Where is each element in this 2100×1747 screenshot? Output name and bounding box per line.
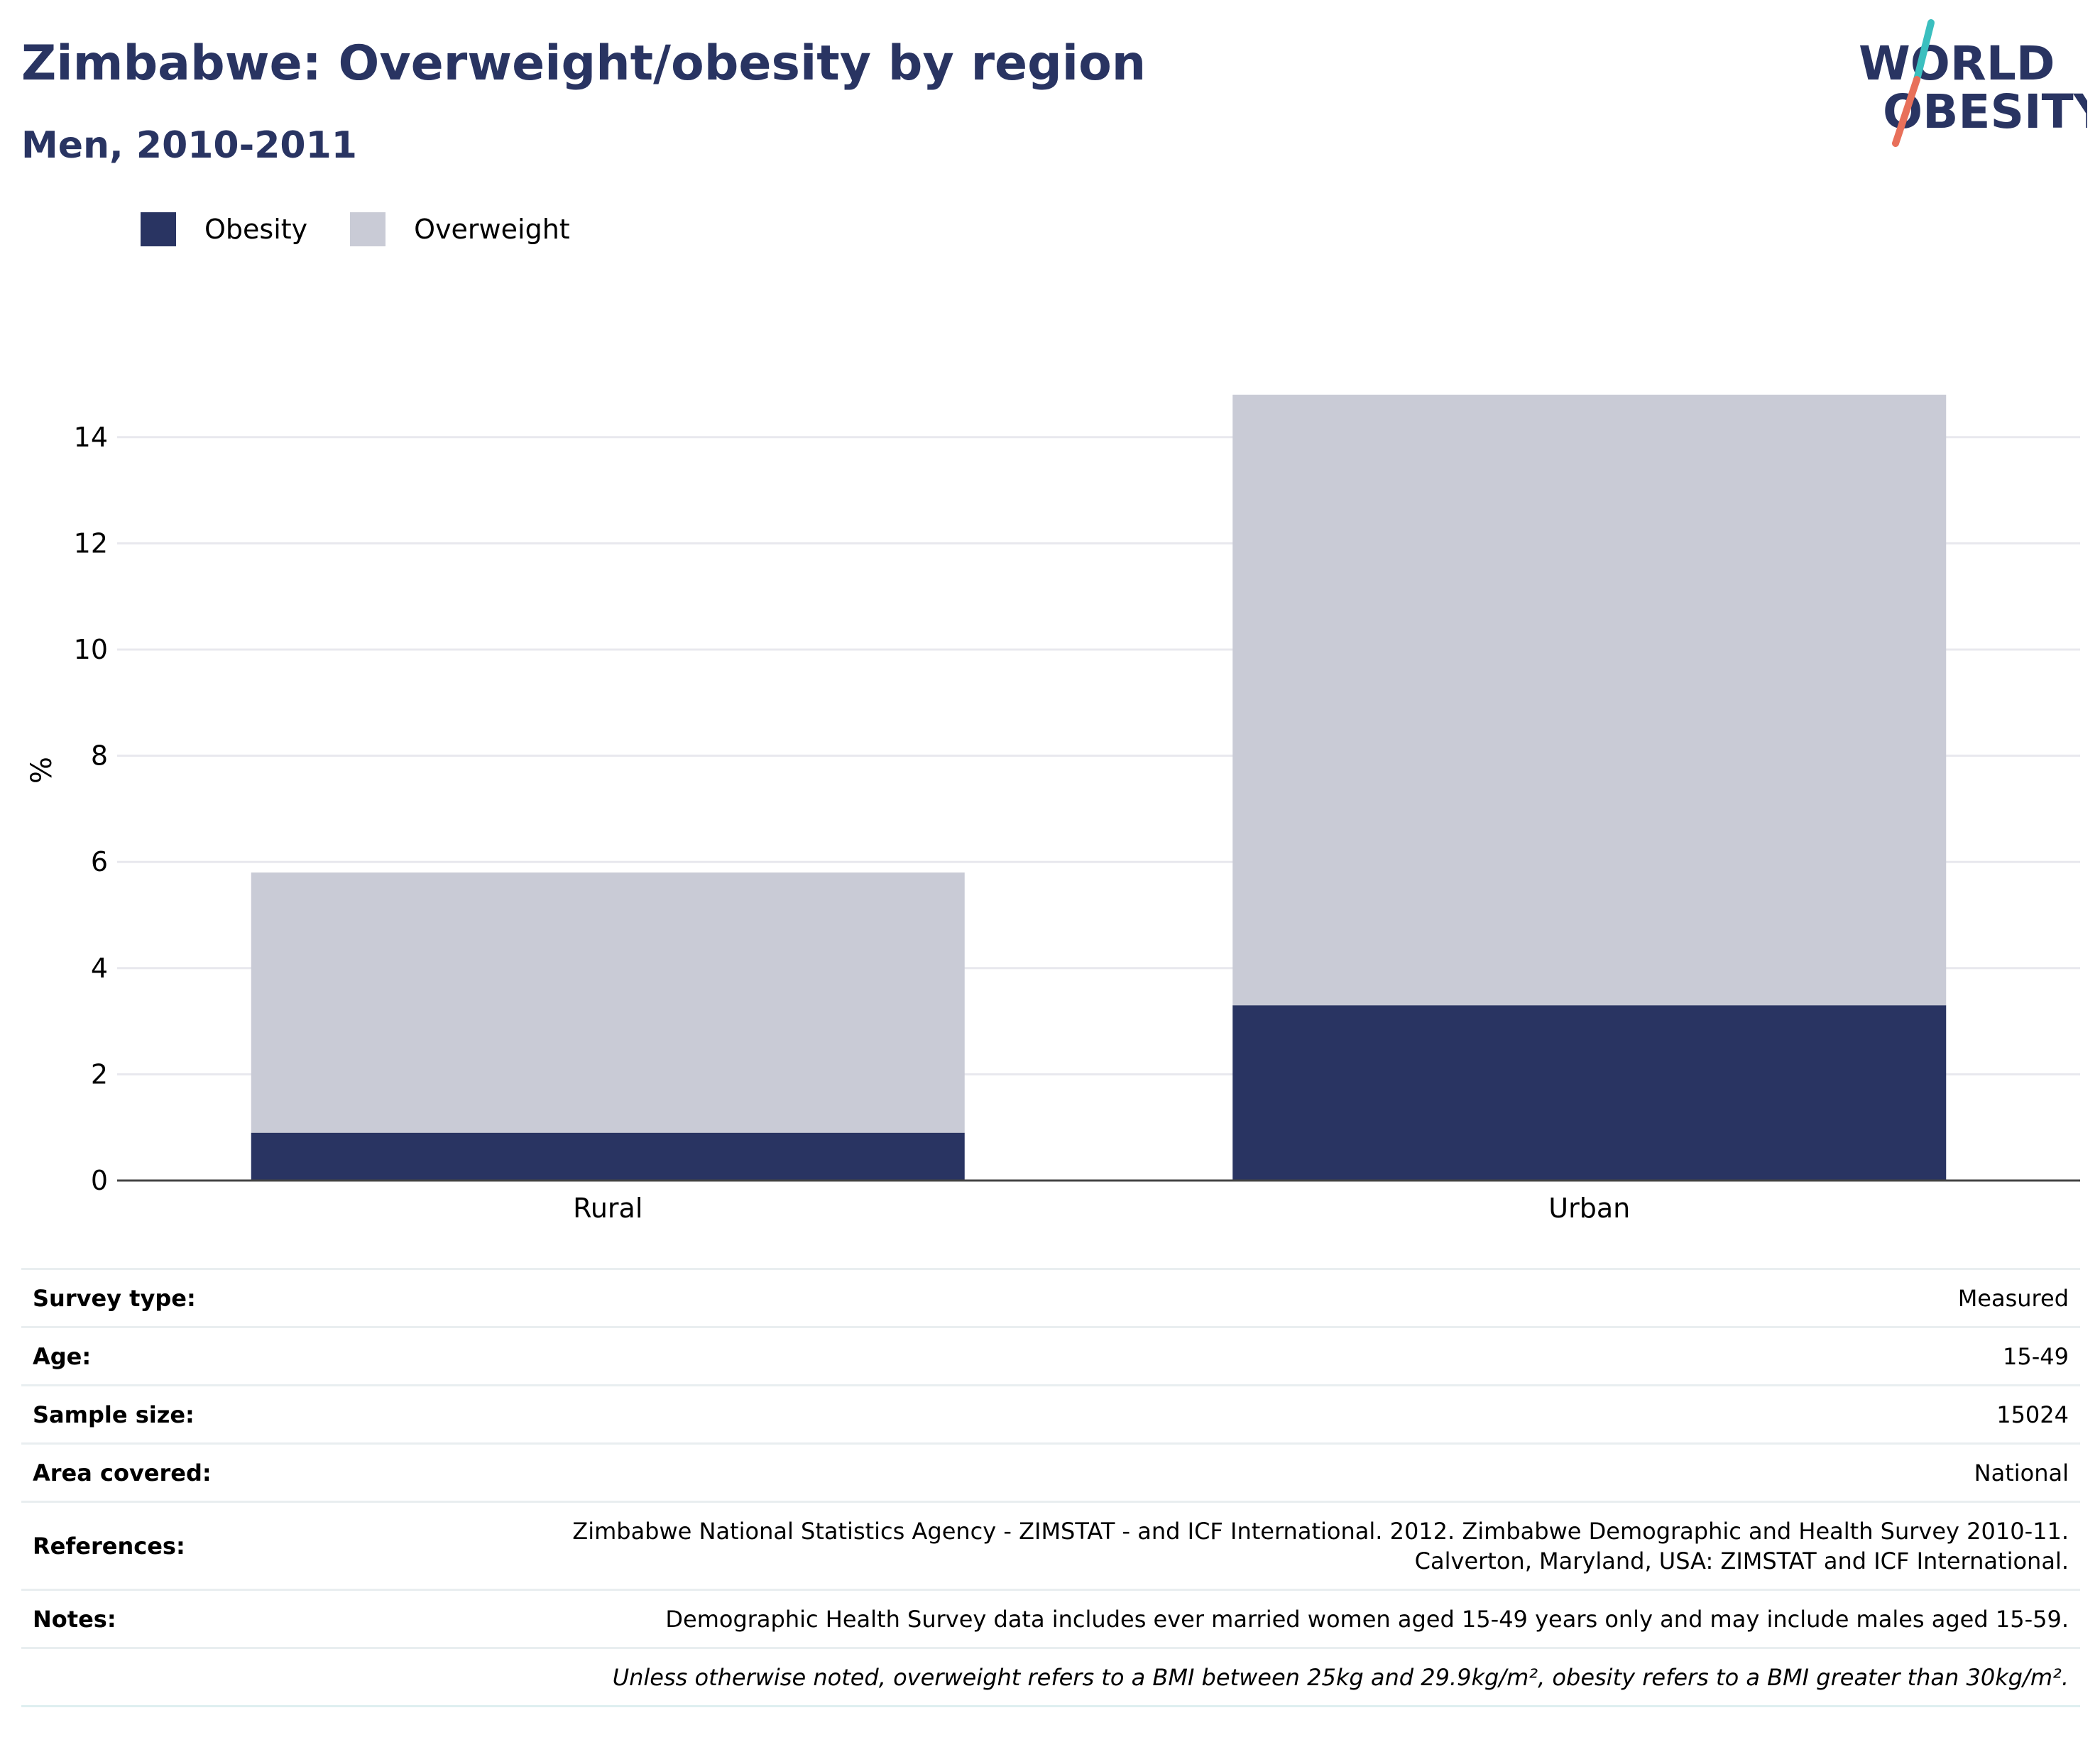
y-tick-label: 8 bbox=[91, 740, 108, 772]
legend-label-obesity: Obesity bbox=[204, 214, 308, 245]
legend-swatch-obesity bbox=[141, 212, 176, 246]
info-row-footnote: Unless otherwise noted, overweight refer… bbox=[21, 1648, 2080, 1707]
legend-item-overweight[interactable]: Overweight bbox=[350, 212, 570, 246]
info-key: Survey type: bbox=[33, 1284, 196, 1312]
info-value: Measured bbox=[1957, 1284, 2069, 1312]
y-tick-label: 10 bbox=[74, 634, 108, 665]
bar-obesity-urban[interactable] bbox=[1232, 1005, 1947, 1181]
y-tick-label: 12 bbox=[74, 527, 108, 559]
info-value: National bbox=[1974, 1459, 2069, 1486]
logo-line-2: OBESITY bbox=[1883, 84, 2087, 139]
info-key: References: bbox=[33, 1532, 185, 1560]
info-value: Zimbabwe National Statistics Agency - ZI… bbox=[541, 1502, 2080, 1590]
info-key: Area covered: bbox=[33, 1459, 212, 1486]
legend-swatch-overweight bbox=[350, 212, 386, 246]
info-key: Age: bbox=[33, 1342, 92, 1370]
info-row-references: References: Zimbabwe National Statistics… bbox=[21, 1501, 2080, 1590]
legend-item-obesity[interactable]: Obesity bbox=[141, 212, 307, 246]
info-value: Demographic Health Survey data includes … bbox=[665, 1605, 2069, 1633]
y-tick-label: 6 bbox=[91, 846, 108, 877]
chart-subtitle: Men, 2010-2011 bbox=[21, 124, 357, 167]
survey-info-table: Survey type: Measured Age: 15-49 Sample … bbox=[21, 1268, 2080, 1707]
y-tick-label: 0 bbox=[91, 1165, 108, 1196]
logo-line-1: WORLD bbox=[1859, 36, 2055, 91]
chart-title: Zimbabwe: Overweight/obesity by region bbox=[21, 35, 1147, 92]
bar-overweight-rural[interactable] bbox=[251, 872, 965, 1133]
info-row-survey-type: Survey type: Measured bbox=[21, 1269, 2080, 1327]
logo-slash-bottom bbox=[1892, 76, 1920, 147]
reference-line-1: Zimbabwe National Statistics Agency - ZI… bbox=[572, 1517, 2069, 1545]
bmi-footnote: Unless otherwise noted, overweight refer… bbox=[612, 1663, 2069, 1691]
y-tick-label: 14 bbox=[74, 422, 108, 453]
info-value: 15-49 bbox=[2003, 1342, 2069, 1370]
world-obesity-logo: WORLD OBESITY bbox=[1859, 19, 2087, 147]
y-tick-label: 2 bbox=[91, 1058, 108, 1090]
logo-slash-top bbox=[1913, 19, 1935, 83]
y-axis-label: % bbox=[26, 757, 58, 784]
reference-line-2: Calverton, Maryland, USA: ZIMSTAT and IC… bbox=[1414, 1547, 2069, 1575]
bar-overweight-urban[interactable] bbox=[1232, 394, 1947, 1006]
x-tick-label-rural: Rural bbox=[573, 1193, 642, 1224]
stacked-bar-chart: 0 2 4 6 8 10 12 14 Rural Urban % bbox=[26, 394, 2080, 1224]
bar-layer bbox=[251, 394, 1947, 1181]
legend-label-overweight: Overweight bbox=[414, 214, 570, 245]
info-key: Sample size: bbox=[33, 1401, 195, 1428]
info-row-area-covered: Area covered: National bbox=[21, 1443, 2080, 1502]
legend: Obesity Overweight bbox=[141, 209, 613, 249]
x-tick-label-urban: Urban bbox=[1548, 1193, 1630, 1224]
info-row-sample-size: Sample size: 15024 bbox=[21, 1385, 2080, 1444]
info-row-age: Age: 15-49 bbox=[21, 1327, 2080, 1386]
info-row-notes: Notes: Demographic Health Survey data in… bbox=[21, 1589, 2080, 1648]
info-key-empty bbox=[21, 1648, 541, 1707]
info-key: Notes: bbox=[33, 1605, 116, 1633]
bar-obesity-rural[interactable] bbox=[251, 1132, 965, 1181]
axis-layer: 0 2 4 6 8 10 12 14 Rural Urban bbox=[74, 422, 2080, 1224]
info-value: 15024 bbox=[1996, 1401, 2069, 1428]
y-tick-label: 4 bbox=[91, 953, 108, 984]
